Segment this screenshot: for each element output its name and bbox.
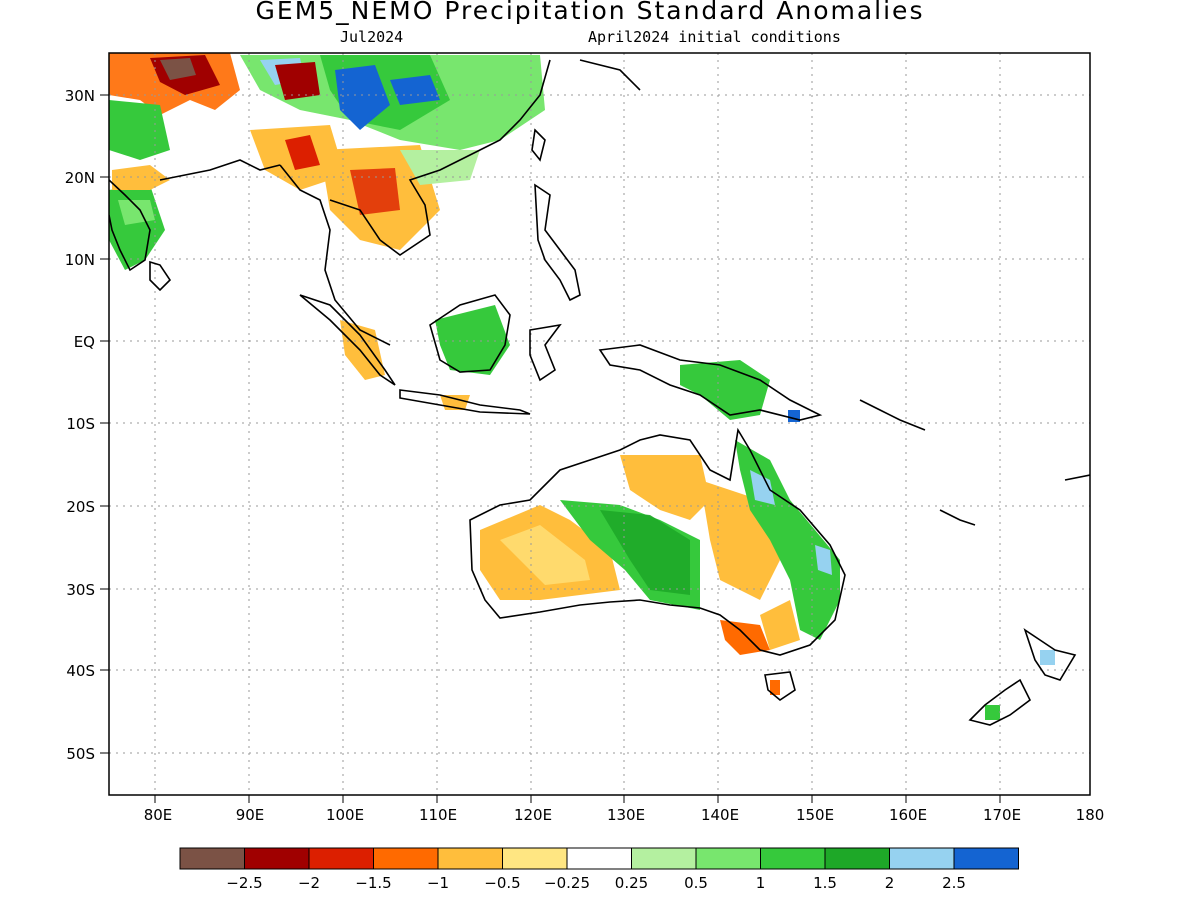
colorbar-swatch — [502, 847, 568, 870]
lat-label: EQ — [74, 333, 95, 351]
lon-label: 110E — [419, 806, 457, 824]
colorbar-label: −2 — [298, 874, 320, 892]
lat-label: 40S — [66, 662, 95, 680]
colorbar-label: −2.5 — [226, 874, 262, 892]
colorbar-label: −1.5 — [355, 874, 391, 892]
lat-label: 50S — [66, 745, 95, 763]
colorbar-swatch — [824, 847, 890, 870]
lat-axis: 30N 20N 10N EQ 10S 20S 30S 40S 50S — [65, 87, 109, 763]
colorbar-label: 1 — [756, 874, 766, 892]
colorbar-swatch — [566, 847, 632, 870]
lon-label: 150E — [796, 806, 834, 824]
plot-frame — [108, 52, 1091, 796]
colorbar-swatch — [179, 847, 245, 870]
colorbar-label: −0.25 — [544, 874, 590, 892]
colorbar-label: 1.5 — [813, 874, 837, 892]
lat-label: 30S — [66, 581, 95, 599]
colorbar-swatch — [244, 847, 310, 870]
colorbar-swatch — [631, 847, 697, 870]
lon-label: 140E — [701, 806, 739, 824]
lat-label: 30N — [65, 87, 95, 105]
colorbar-label: −0.5 — [484, 874, 520, 892]
colorbar-swatch — [760, 847, 826, 870]
coastlines — [109, 59, 1090, 726]
initial-conditions: April2024 initial conditions — [588, 28, 841, 46]
colorbar-swatch — [953, 847, 1019, 870]
colorbar-label: 2.5 — [942, 874, 966, 892]
gridlines — [109, 53, 1090, 795]
lon-label: 120E — [514, 806, 552, 824]
plot-background — [109, 53, 1090, 795]
forecast-month: Jul2024 — [340, 28, 404, 46]
colorbar-label: −1 — [427, 874, 449, 892]
colorbar-label: 0.5 — [684, 874, 708, 892]
lat-label: 20S — [66, 498, 95, 516]
lon-label: 90E — [236, 806, 265, 824]
lat-label: 10N — [65, 251, 95, 269]
colorbar-label: 2 — [885, 874, 895, 892]
colorbar-swatch — [308, 847, 374, 870]
colorbar-swatch — [695, 847, 761, 870]
lon-axis: 80E 90E 100E 110E 120E 130E 140E 150E 16… — [144, 795, 1105, 824]
colorbar-swatch — [373, 847, 439, 870]
lon-label: 80E — [144, 806, 173, 824]
lon-label: 170E — [983, 806, 1021, 824]
lon-label: 180 — [1076, 806, 1105, 824]
lat-label: 10S — [66, 415, 95, 433]
map-title: GEM5_NEMO Precipitation Standard Anomali… — [255, 0, 925, 25]
colorbar-label: 0.25 — [615, 874, 648, 892]
lon-label: 160E — [889, 806, 927, 824]
anomaly-shading — [109, 53, 1055, 720]
lon-label: 130E — [607, 806, 645, 824]
map-panel — [108, 52, 1091, 796]
lat-label: 20N — [65, 169, 95, 187]
lon-label: 100E — [326, 806, 364, 824]
colorbar-swatch — [889, 847, 955, 870]
colorbar-swatch — [437, 847, 503, 870]
colorbar: −2.5 −2 −1.5 −1 −0.5 −0.25 0.25 0.5 1 1.5 2 2.5 — [179, 847, 1019, 892]
